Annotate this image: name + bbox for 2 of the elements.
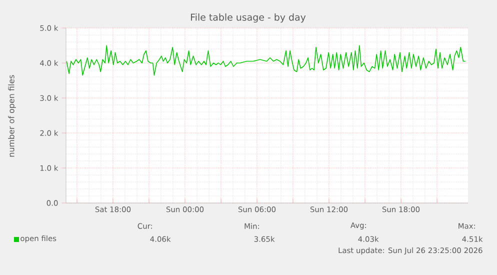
chart-title: File table usage - by day	[191, 13, 306, 23]
line-series	[66, 45, 466, 76]
